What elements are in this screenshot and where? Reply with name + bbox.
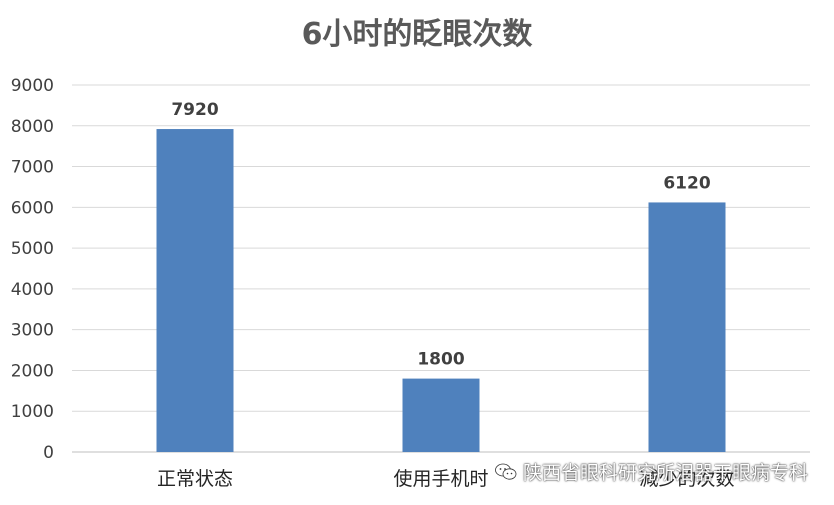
bar bbox=[402, 378, 480, 452]
data-labels: 7920 1800 6120 bbox=[171, 100, 710, 370]
bar bbox=[648, 202, 726, 452]
x-tick-label: 正常状态 bbox=[157, 468, 233, 490]
data-label: 1800 bbox=[417, 350, 464, 370]
watermark-text: 陕西省眼科研究所泪器干眼病专科 bbox=[522, 462, 808, 484]
y-tick-label: 0 bbox=[43, 443, 54, 463]
y-tick-label: 5000 bbox=[11, 239, 54, 259]
bars bbox=[156, 129, 726, 453]
y-tick-label: 1000 bbox=[11, 402, 54, 422]
y-tick-label: 9000 bbox=[11, 76, 54, 96]
chart-title: 6小时的眨眼次数 bbox=[302, 17, 534, 52]
y-tick-label: 2000 bbox=[11, 361, 54, 381]
watermark: 陕西省眼科研究所泪器干眼病专科 bbox=[495, 458, 808, 485]
y-tick-label: 8000 bbox=[11, 117, 54, 137]
x-tick-label: 减少的次数 bbox=[639, 468, 734, 490]
y-tick-label: 7000 bbox=[11, 158, 54, 178]
y-tick-label: 6000 bbox=[11, 198, 54, 218]
x-tick-label: 使用手机时 bbox=[393, 468, 488, 490]
data-label: 6120 bbox=[663, 173, 710, 193]
y-tick-label: 4000 bbox=[11, 280, 54, 300]
y-tick-label: 3000 bbox=[11, 321, 54, 341]
data-label: 7920 bbox=[171, 100, 218, 120]
wechat-icon bbox=[495, 463, 517, 480]
x-axis-ticks: 正常状态 使用手机时 减少的次数 bbox=[157, 468, 735, 490]
y-axis-ticks: 0 1000 2000 3000 4000 5000 6000 7000 8000 9000 bbox=[11, 76, 54, 463]
bar bbox=[156, 129, 234, 453]
